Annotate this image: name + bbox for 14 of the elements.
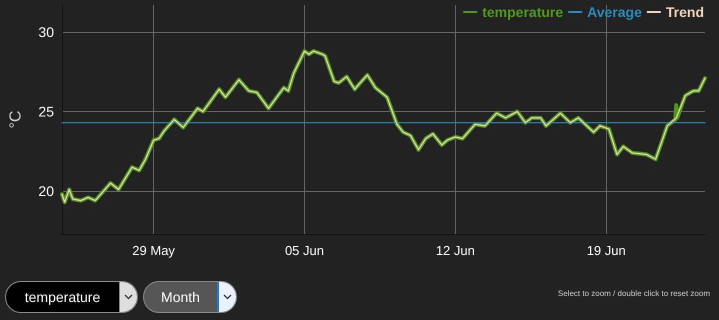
y-tick-label: 20 bbox=[38, 183, 54, 200]
x-tick-label: 29 May bbox=[132, 243, 176, 258]
x-tick-label: 12 Jun bbox=[436, 243, 475, 258]
y-tick-label: 30 bbox=[38, 24, 54, 40]
y-tick-label: 25 bbox=[38, 104, 54, 120]
text: temperature bbox=[24, 289, 102, 305]
x-tick-label: 05 Jun bbox=[284, 243, 324, 258]
legend-label: temperature bbox=[482, 4, 564, 20]
legend-label: Average bbox=[587, 4, 642, 20]
text: Month bbox=[160, 289, 201, 305]
x-tick-label: 19 Jun bbox=[586, 243, 626, 258]
y-axis-title: °C bbox=[8, 110, 24, 128]
legend-label: Trend bbox=[666, 4, 704, 20]
text: Select to zoom / double click to reset zoom bbox=[558, 289, 710, 298]
